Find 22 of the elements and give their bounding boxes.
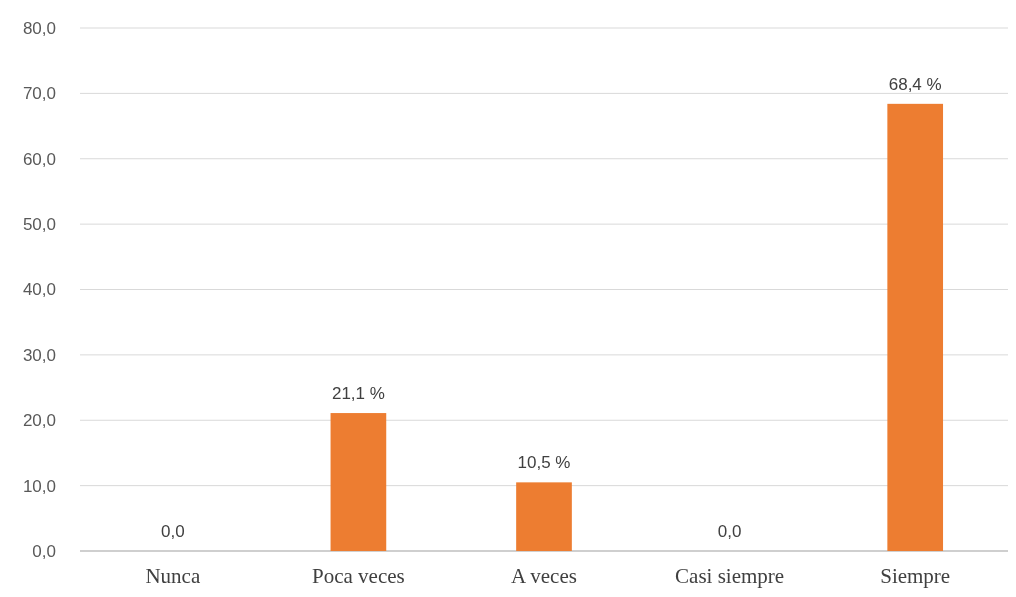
y-tick-label: 30,0 xyxy=(22,345,56,365)
y-tick-label: 40,0 xyxy=(22,280,56,300)
y-tick-label: 70,0 xyxy=(22,84,56,104)
data-label: 68,4 % xyxy=(888,74,942,94)
bar xyxy=(330,413,387,551)
y-tick-label: 80,0 xyxy=(22,18,56,38)
bar xyxy=(516,482,572,551)
y-tick-label: 60,0 xyxy=(22,149,56,169)
data-label: 21,1 % xyxy=(331,384,385,404)
x-tick-label: Poca veces xyxy=(312,564,405,588)
x-tick-label: A veces xyxy=(511,564,577,588)
bar xyxy=(887,103,944,551)
y-tick-label: 20,0 xyxy=(22,411,56,431)
y-tick-label: 10,0 xyxy=(22,476,56,496)
data-label: 0,0 xyxy=(160,522,185,541)
x-tick-label: Siempre xyxy=(880,564,951,588)
y-tick-label: 0,0 xyxy=(32,541,56,561)
x-tick-label: Casi siempre xyxy=(675,564,785,588)
data-label: 0,0 xyxy=(717,522,742,541)
data-label: 10,5 % xyxy=(517,453,571,473)
y-tick-label: 50,0 xyxy=(22,215,56,235)
x-tick-label: Nunca xyxy=(145,564,201,588)
